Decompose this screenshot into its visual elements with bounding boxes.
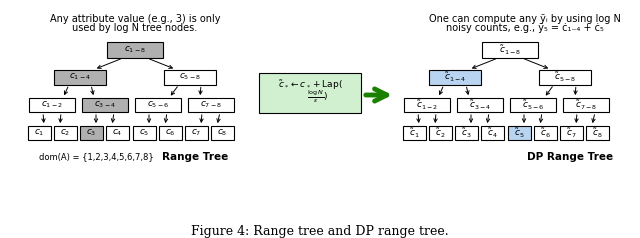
FancyBboxPatch shape [135, 98, 181, 112]
Text: $\tilde{c}_8$: $\tilde{c}_8$ [592, 126, 602, 140]
FancyBboxPatch shape [457, 98, 503, 112]
Text: $c_5$: $c_5$ [139, 128, 149, 138]
Text: $c_3$: $c_3$ [86, 128, 96, 138]
Text: Range Tree: Range Tree [162, 152, 228, 162]
Text: $c_{3-4}$: $c_{3-4}$ [94, 100, 116, 110]
FancyBboxPatch shape [28, 126, 51, 140]
FancyBboxPatch shape [184, 126, 207, 140]
FancyBboxPatch shape [482, 42, 538, 58]
Text: $c_1$: $c_1$ [34, 128, 44, 138]
Text: dom(A) = {1,2,3,4,5,6,7,8}: dom(A) = {1,2,3,4,5,6,7,8} [39, 152, 154, 161]
Text: $\tilde{c}_{5-6}$: $\tilde{c}_{5-6}$ [522, 98, 544, 112]
FancyBboxPatch shape [539, 69, 591, 84]
Text: Any attribute value (e.g., 3) is only: Any attribute value (e.g., 3) is only [50, 14, 220, 24]
FancyBboxPatch shape [107, 42, 163, 58]
FancyBboxPatch shape [586, 126, 609, 140]
Text: $c_4$: $c_4$ [112, 128, 122, 138]
Text: $\tilde{c}_7$: $\tilde{c}_7$ [566, 126, 576, 140]
Text: $c_{1-8}$: $c_{1-8}$ [124, 45, 146, 55]
Text: $\tilde{c}_{3-4}$: $\tilde{c}_{3-4}$ [468, 98, 492, 112]
FancyBboxPatch shape [159, 126, 182, 140]
Text: $\tilde{c}_2$: $\tilde{c}_2$ [435, 126, 445, 140]
FancyBboxPatch shape [429, 126, 451, 140]
FancyArrowPatch shape [366, 89, 387, 101]
FancyBboxPatch shape [559, 126, 582, 140]
FancyBboxPatch shape [259, 73, 361, 113]
Text: One can compute any ỹᵢ by using log N: One can compute any ỹᵢ by using log N [429, 14, 621, 24]
FancyBboxPatch shape [211, 126, 234, 140]
FancyBboxPatch shape [404, 98, 450, 112]
Text: $\tilde{c}_{1-8}$: $\tilde{c}_{1-8}$ [499, 43, 521, 57]
FancyBboxPatch shape [132, 126, 156, 140]
FancyBboxPatch shape [563, 98, 609, 112]
Text: $\tilde{c}_{5-8}$: $\tilde{c}_{5-8}$ [554, 70, 576, 84]
Text: noisy counts, e.g., ỹ₅ = ċ₁₋₄ + ċ₅: noisy counts, e.g., ỹ₅ = ċ₁₋₄ + ċ₅ [446, 23, 604, 33]
FancyBboxPatch shape [82, 98, 128, 112]
Text: $c_{1-4}$: $c_{1-4}$ [69, 72, 91, 82]
Text: $c_2$: $c_2$ [60, 128, 70, 138]
Text: DP Range Tree: DP Range Tree [527, 152, 613, 162]
Text: $\tilde{c}_6$: $\tilde{c}_6$ [540, 126, 550, 140]
Text: $\tilde{c}_5$: $\tilde{c}_5$ [514, 126, 524, 140]
Text: $\tilde{c}_* \leftarrow c_* + \mathrm{Lap}($: $\tilde{c}_* \leftarrow c_* + \mathrm{La… [278, 78, 342, 92]
FancyBboxPatch shape [164, 69, 216, 84]
Text: $c_{7-8}$: $c_{7-8}$ [200, 100, 222, 110]
Text: $c_8$: $c_8$ [217, 128, 227, 138]
FancyBboxPatch shape [534, 126, 557, 140]
Text: $\tilde{c}_{7-8}$: $\tilde{c}_{7-8}$ [575, 98, 597, 112]
Text: $c_7$: $c_7$ [191, 128, 201, 138]
FancyBboxPatch shape [79, 126, 102, 140]
Text: $c_6$: $c_6$ [164, 128, 175, 138]
FancyBboxPatch shape [454, 126, 477, 140]
Text: $\tilde{c}_1$: $\tilde{c}_1$ [409, 126, 419, 140]
Text: $\tilde{c}_{1-2}$: $\tilde{c}_{1-2}$ [416, 98, 438, 112]
Text: $\tilde{c}_{1-4}$: $\tilde{c}_{1-4}$ [444, 70, 466, 84]
FancyBboxPatch shape [403, 126, 426, 140]
FancyBboxPatch shape [510, 98, 556, 112]
Text: $\frac{\log N}{\varepsilon}$$)$: $\frac{\log N}{\varepsilon}$$)$ [307, 89, 328, 105]
FancyBboxPatch shape [188, 98, 234, 112]
Text: $\tilde{c}_4$: $\tilde{c}_4$ [486, 126, 497, 140]
FancyBboxPatch shape [481, 126, 504, 140]
FancyBboxPatch shape [106, 126, 129, 140]
Text: $\tilde{c}_3$: $\tilde{c}_3$ [461, 126, 471, 140]
FancyBboxPatch shape [429, 69, 481, 84]
FancyBboxPatch shape [54, 69, 106, 84]
FancyBboxPatch shape [508, 126, 531, 140]
Text: used by log N tree nodes.: used by log N tree nodes. [72, 23, 198, 33]
FancyBboxPatch shape [29, 98, 75, 112]
Text: $c_{5-6}$: $c_{5-6}$ [147, 100, 169, 110]
Text: $c_{5-8}$: $c_{5-8}$ [179, 72, 201, 82]
Text: $c_{1-2}$: $c_{1-2}$ [41, 100, 63, 110]
Text: Figure 4: Range tree and DP range tree.: Figure 4: Range tree and DP range tree. [191, 225, 449, 238]
FancyBboxPatch shape [54, 126, 77, 140]
